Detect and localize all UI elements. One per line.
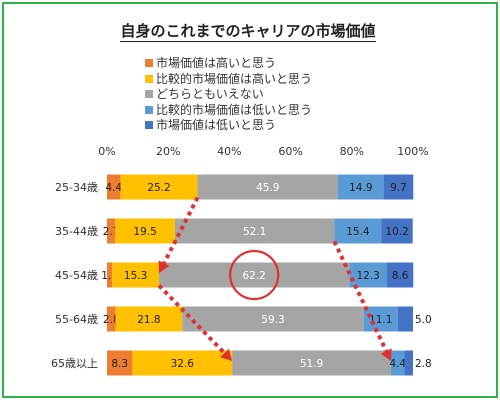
bar-segment — [115, 218, 175, 244]
trend-arrow-head — [380, 348, 392, 361]
bar-segment — [159, 262, 350, 288]
bar-segment — [397, 306, 413, 332]
bar-segment — [404, 350, 413, 376]
data-label: 8.3 — [111, 358, 128, 370]
data-label: 4.4 — [105, 182, 122, 194]
data-label: 12.3 — [356, 270, 379, 282]
bar-segment — [107, 218, 116, 244]
data-label: 45.9 — [256, 182, 279, 194]
bar-segment — [390, 350, 405, 376]
legend-label-neutral: どちらともいえない — [156, 87, 264, 101]
category-label: 35-44歳 — [55, 225, 98, 238]
data-label: 2.8 — [103, 314, 120, 326]
data-label: 21.8 — [137, 314, 160, 326]
chart-title: 自身のこれまでのキャリアの市場価値 — [0, 20, 496, 42]
trend-arrow-head — [220, 348, 233, 361]
data-label: 5.0 — [415, 314, 432, 326]
data-label: 25.2 — [147, 182, 170, 194]
bar-segment — [107, 306, 116, 332]
x-tick-label: 40% — [217, 145, 241, 158]
legend-label-low: 市場価値は低いと思う — [156, 118, 277, 132]
legend-item-somewhat-high: 比較的市場価値は高いと思う — [145, 72, 312, 88]
trend-arrow — [157, 284, 233, 361]
x-tick-label: 60% — [278, 145, 302, 158]
category-label: 25-34歳 — [55, 181, 98, 194]
bar-segment — [120, 174, 198, 200]
legend-swatch-somewhat-high — [145, 74, 153, 83]
legend-label-somewhat-low: 比較的市場価値は低いと思う — [156, 102, 313, 117]
legend-swatch-high — [145, 59, 153, 67]
bar-segment — [232, 350, 391, 376]
data-label: 52.1 — [243, 226, 266, 238]
bar-segment — [132, 350, 233, 376]
trend-arrow — [332, 240, 392, 361]
data-label: 8.6 — [392, 270, 409, 282]
data-label: 10.2 — [385, 226, 408, 238]
bar-segment — [182, 306, 364, 332]
data-label: 19.5 — [133, 226, 156, 238]
legend-label-high: 市場価値は高いと思う — [156, 56, 277, 70]
legend-item-neutral: どちらともいえない — [145, 87, 312, 103]
trend-arrow-line — [332, 240, 389, 352]
x-tick-label: 0% — [98, 145, 115, 158]
bar-segment — [197, 174, 339, 200]
bar-segment — [381, 218, 413, 244]
legend-swatch-somewhat-low — [145, 105, 153, 114]
x-tick-label: 80% — [340, 145, 364, 158]
data-label: 51.9 — [300, 358, 323, 370]
data-label: 14.9 — [349, 182, 372, 194]
bar-segment — [115, 306, 183, 332]
bar-segment — [383, 174, 414, 200]
legend-item-somewhat-low: 比較的市場価値は低いと思う — [145, 103, 312, 119]
legend-swatch-neutral — [145, 90, 153, 98]
bar-segment — [349, 262, 387, 288]
x-tick-label: 100% — [397, 145, 428, 158]
bar-segment — [107, 350, 133, 376]
legend-item-high: 市場価値は高いと思う — [145, 56, 312, 72]
data-label: 62.2 — [242, 270, 265, 282]
data-label: 4.4 — [389, 358, 406, 370]
highlight-circle — [229, 249, 280, 301]
data-label: 32.6 — [171, 358, 195, 370]
legend-label-somewhat-high: 比較的市場価値は高いと思う — [156, 71, 313, 86]
bar-segment — [174, 218, 335, 244]
data-label: 59.3 — [261, 314, 284, 326]
legend: 市場価値は高いと思う 比較的市場価値は高いと思う どちらともいえない 比較的市場… — [145, 56, 312, 134]
chart-title-text: 自身のこれまでのキャリアの市場価値 — [120, 22, 376, 42]
x-tick-label: 20% — [156, 145, 180, 158]
bar-segment — [338, 174, 384, 200]
trend-arrow — [158, 196, 200, 273]
bar-segment — [112, 262, 160, 288]
bar-segment — [107, 262, 113, 288]
bar-segment — [107, 174, 121, 200]
category-label: 55-64歳 — [55, 313, 98, 326]
data-label: 15.4 — [346, 226, 370, 238]
data-label: 15.3 — [124, 270, 147, 282]
bar-segment — [363, 306, 398, 332]
bar-segment — [334, 218, 382, 244]
bar-segment — [386, 262, 414, 288]
trend-arrow-head — [158, 260, 170, 273]
legend-item-low: 市場価値は低いと思う — [145, 118, 312, 134]
data-label: 9.7 — [390, 182, 407, 194]
legend-swatch-low — [145, 121, 153, 129]
data-label: 2.8 — [415, 358, 432, 370]
category-label: 65歳以上 — [51, 357, 98, 370]
category-label: 45-54歳 — [55, 269, 98, 282]
